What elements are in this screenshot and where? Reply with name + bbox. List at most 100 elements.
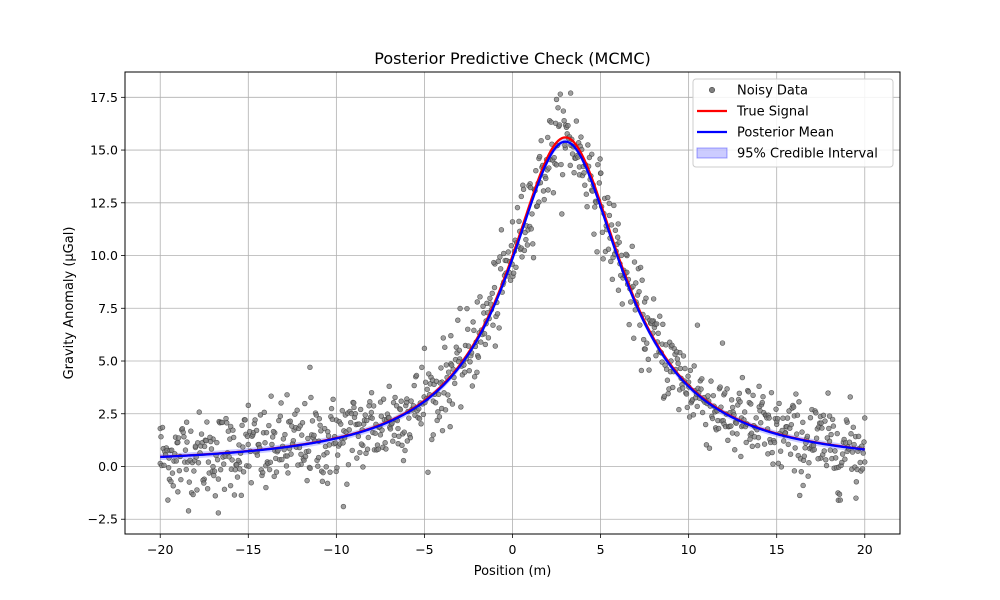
data-point xyxy=(739,374,746,381)
data-point xyxy=(813,435,820,441)
data-point xyxy=(324,480,331,487)
data-point xyxy=(221,486,228,493)
data-point xyxy=(327,469,333,475)
legend-marker-noisy-data xyxy=(708,87,715,94)
data-point xyxy=(642,346,648,352)
data-point xyxy=(562,142,568,148)
data-point xyxy=(357,449,363,456)
data-point xyxy=(743,439,749,446)
data-point xyxy=(271,473,277,480)
data-point xyxy=(645,356,651,363)
data-point xyxy=(369,415,375,421)
x-tick-label: −20 xyxy=(147,542,173,557)
data-point xyxy=(637,322,643,328)
data-point xyxy=(755,434,762,441)
data-point xyxy=(481,331,488,337)
data-point xyxy=(748,401,754,407)
data-point xyxy=(505,249,511,255)
data-point xyxy=(340,440,346,446)
y-tick-label: 17.5 xyxy=(90,90,118,105)
y-tick-label: −2.5 xyxy=(88,512,118,527)
data-point xyxy=(190,491,196,498)
data-point xyxy=(627,299,634,305)
data-point xyxy=(474,369,480,375)
data-point xyxy=(372,430,378,436)
data-point xyxy=(507,277,514,283)
data-point xyxy=(784,415,791,421)
data-point xyxy=(705,393,711,399)
data-point xyxy=(466,367,472,374)
data-point xyxy=(475,354,482,360)
data-point xyxy=(452,380,458,387)
data-point xyxy=(302,453,309,460)
legend-patch-credible-interval xyxy=(696,147,728,159)
data-point xyxy=(521,247,528,254)
data-point xyxy=(584,204,590,210)
data-point xyxy=(839,451,846,457)
data-point xyxy=(491,259,497,266)
data-point xyxy=(477,294,483,300)
data-point xyxy=(596,180,603,186)
data-point xyxy=(676,406,682,413)
data-point xyxy=(653,321,660,327)
data-point xyxy=(357,406,364,413)
data-point xyxy=(806,460,812,466)
data-point xyxy=(290,437,297,444)
data-point xyxy=(181,434,187,440)
data-point xyxy=(860,450,866,456)
data-point xyxy=(774,416,781,422)
data-point xyxy=(270,428,277,435)
data-point xyxy=(335,452,341,458)
data-point xyxy=(411,382,417,389)
data-point xyxy=(663,366,670,372)
data-point xyxy=(406,415,412,421)
data-point xyxy=(738,453,744,460)
data-point xyxy=(680,353,687,359)
data-point xyxy=(186,479,193,485)
data-point xyxy=(196,409,202,415)
data-point xyxy=(609,276,616,283)
data-point xyxy=(694,403,700,410)
data-point xyxy=(215,476,222,482)
data-point xyxy=(442,344,448,350)
data-point xyxy=(159,424,166,431)
legend-label-true-signal: True Signal xyxy=(736,105,809,120)
data-point xyxy=(176,467,183,474)
data-point xyxy=(158,434,164,440)
data-point xyxy=(843,417,850,423)
data-point xyxy=(390,438,396,444)
data-point xyxy=(846,439,853,445)
data-point xyxy=(203,437,209,444)
data-point xyxy=(824,435,830,441)
data-point xyxy=(715,425,722,432)
data-point xyxy=(386,383,392,390)
data-point xyxy=(285,470,291,476)
data-point xyxy=(729,430,736,436)
data-point xyxy=(351,404,357,411)
data-point xyxy=(494,311,501,317)
data-point xyxy=(224,420,230,426)
data-point xyxy=(538,137,544,144)
data-point xyxy=(267,459,274,465)
data-point xyxy=(367,399,373,405)
data-point xyxy=(643,295,649,301)
chart-title: Posterior Predictive Check (MCMC) xyxy=(374,49,651,68)
data-point xyxy=(815,456,821,462)
data-point xyxy=(325,433,332,439)
data-point xyxy=(413,372,420,379)
data-point xyxy=(728,397,735,403)
data-point xyxy=(311,432,317,439)
data-point xyxy=(284,392,290,398)
data-point xyxy=(592,204,598,210)
data-point xyxy=(573,118,580,124)
data-point xyxy=(438,365,444,371)
data-point xyxy=(401,429,407,435)
data-point xyxy=(253,427,260,434)
data-point xyxy=(443,362,450,368)
data-point xyxy=(509,219,516,225)
data-point xyxy=(399,442,405,449)
legend-label-noisy-data: Noisy Data xyxy=(737,84,808,99)
data-point xyxy=(487,295,493,301)
data-point xyxy=(639,277,645,283)
data-point xyxy=(201,480,207,486)
